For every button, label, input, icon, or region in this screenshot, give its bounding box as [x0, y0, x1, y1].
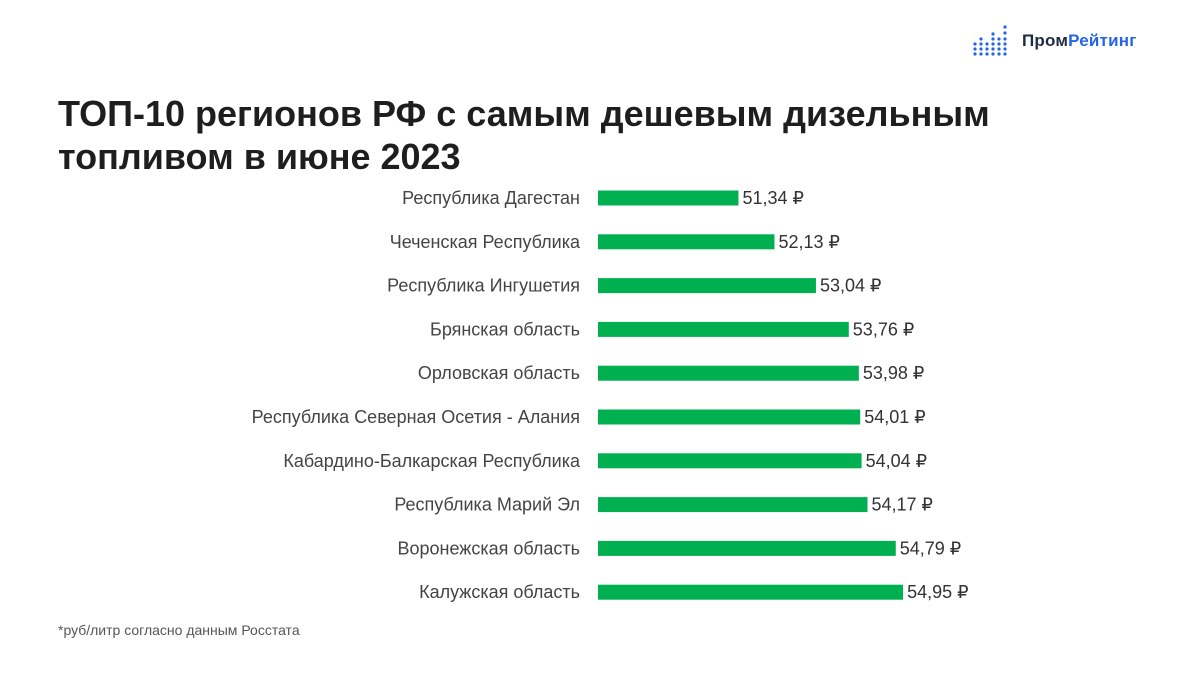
value-label: 52,13 ₽: [778, 232, 840, 252]
bar: [598, 409, 861, 425]
value-label: 54,01 ₽: [864, 407, 926, 427]
category-label: Республика Марий Эл: [394, 495, 580, 515]
brand-name-part1: Пром: [1022, 31, 1069, 50]
bar: [598, 365, 859, 381]
value-label: 53,76 ₽: [853, 319, 915, 339]
category-label: Воронежская область: [397, 538, 580, 558]
bar: [598, 540, 896, 556]
category-label: Республика Ингушетия: [387, 276, 580, 296]
category-label: Чеченская Республика: [390, 232, 581, 252]
category-label: Кабардино-Балкарская Республика: [283, 451, 581, 471]
bar-chart-dots-icon: [973, 25, 1007, 56]
bar: [598, 321, 849, 337]
value-label: 54,79 ₽: [900, 538, 962, 558]
bar: [598, 278, 816, 294]
brand-logo: ПромРейтинг: [972, 24, 1137, 58]
value-label: 54,17 ₽: [871, 495, 933, 515]
bar: [598, 497, 868, 513]
value-label: 51,34 ₽: [742, 188, 804, 208]
footnote: *руб/литр согласно данным Росстата: [58, 622, 300, 638]
category-label: Республика Северная Осетия - Алания: [252, 407, 580, 427]
value-label: 54,04 ₽: [866, 451, 928, 471]
bar: [598, 453, 862, 469]
page-title: ТОП-10 регионов РФ с самым дешевым дизел…: [58, 93, 990, 177]
value-label: 53,04 ₽: [820, 276, 882, 296]
bar: [598, 190, 739, 206]
value-label: 53,98 ₽: [863, 363, 925, 383]
bar: [598, 584, 904, 600]
brand-name-part2: Рейтинг: [1068, 31, 1137, 50]
bar: [598, 234, 775, 250]
category-label: Калужская область: [419, 582, 580, 602]
category-label: Республика Дагестан: [402, 188, 580, 208]
value-label: 54,95 ₽: [907, 582, 969, 602]
brand-name: ПромРейтинг: [1022, 31, 1137, 51]
category-label: Брянская область: [430, 319, 580, 339]
category-label: Орловская область: [418, 363, 580, 383]
